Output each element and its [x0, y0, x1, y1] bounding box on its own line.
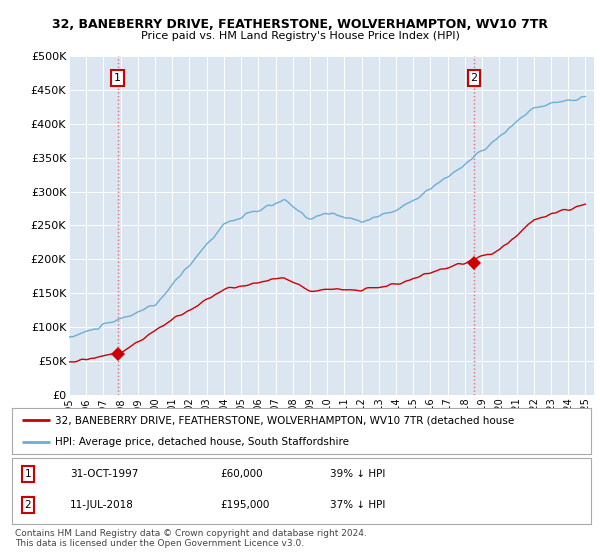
Text: 32, BANEBERRY DRIVE, FEATHERSTONE, WOLVERHAMPTON, WV10 7TR (detached house: 32, BANEBERRY DRIVE, FEATHERSTONE, WOLVE…	[55, 415, 515, 425]
Text: 11-JUL-2018: 11-JUL-2018	[70, 500, 134, 510]
Text: 1: 1	[25, 469, 31, 479]
Text: 39% ↓ HPI: 39% ↓ HPI	[331, 469, 386, 479]
Text: £60,000: £60,000	[220, 469, 263, 479]
Text: £195,000: £195,000	[220, 500, 270, 510]
Text: 2: 2	[25, 500, 31, 510]
Text: Contains HM Land Registry data © Crown copyright and database right 2024.
This d: Contains HM Land Registry data © Crown c…	[15, 529, 367, 548]
Text: 37% ↓ HPI: 37% ↓ HPI	[331, 500, 386, 510]
Text: 1: 1	[114, 73, 121, 83]
Text: 2: 2	[470, 73, 478, 83]
Text: 32, BANEBERRY DRIVE, FEATHERSTONE, WOLVERHAMPTON, WV10 7TR: 32, BANEBERRY DRIVE, FEATHERSTONE, WOLVE…	[52, 17, 548, 31]
Text: HPI: Average price, detached house, South Staffordshire: HPI: Average price, detached house, Sout…	[55, 437, 349, 447]
Text: Price paid vs. HM Land Registry's House Price Index (HPI): Price paid vs. HM Land Registry's House …	[140, 31, 460, 41]
Text: 31-OCT-1997: 31-OCT-1997	[70, 469, 138, 479]
